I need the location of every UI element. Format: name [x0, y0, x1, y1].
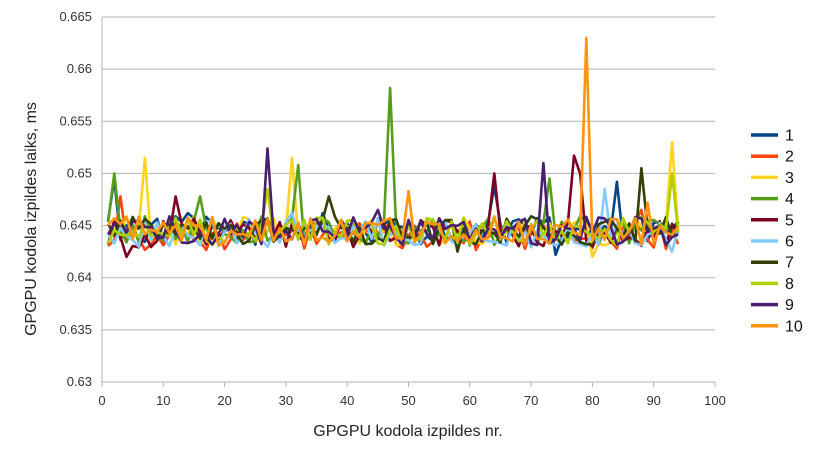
x-tick-label: 50: [401, 393, 415, 408]
legend-label: 4: [785, 191, 794, 208]
legend-label: 3: [785, 170, 794, 187]
y-axis-title: GPGPU kodola izpildes laiks, ms: [23, 102, 40, 336]
x-tick-label: 80: [585, 393, 599, 408]
y-tick-label: 0.64: [67, 270, 92, 285]
x-tick-label: 60: [463, 393, 477, 408]
y-tick-label: 0.65: [67, 165, 92, 180]
x-axis-ticks: 0 10 20 30 40 50 60 70 80 90 100: [98, 382, 726, 408]
x-axis-title: GPGPU kodola izpildes nr.: [313, 423, 502, 440]
legend-label: 2: [785, 149, 794, 166]
y-tick-label: 0.66: [67, 61, 92, 76]
legend-label: 1: [785, 128, 794, 145]
plot-series: [106, 36, 680, 259]
y-tick-label: 0.63: [67, 374, 92, 389]
x-tick-label: 10: [156, 393, 170, 408]
legend-label: 6: [785, 234, 794, 251]
legend-label: 8: [785, 276, 794, 293]
legend-label: 9: [785, 297, 794, 314]
y-tick-label: 0.635: [59, 322, 92, 337]
x-tick-label: 90: [646, 393, 660, 408]
series-line-10: [107, 36, 680, 247]
x-tick-label: 30: [279, 393, 293, 408]
legend-label: 7: [785, 255, 794, 272]
x-tick-label: 0: [98, 393, 105, 408]
legend-label: 10: [785, 318, 803, 335]
y-tick-label: 0.655: [59, 113, 92, 128]
x-tick-label: 100: [704, 393, 726, 408]
legend-label: 5: [785, 212, 794, 229]
y-axis-ticks: 0.63 0.635 0.64 0.645 0.65 0.655 0.66 0.665: [59, 9, 92, 389]
legend: 1 2 3 4 5 6 7 8 9 10: [751, 128, 803, 335]
x-tick-label: 20: [217, 393, 231, 408]
y-tick-label: 0.645: [59, 218, 92, 233]
y-tick-label: 0.665: [59, 9, 92, 24]
x-tick-label: 70: [524, 393, 538, 408]
x-tick-label: 40: [340, 393, 354, 408]
